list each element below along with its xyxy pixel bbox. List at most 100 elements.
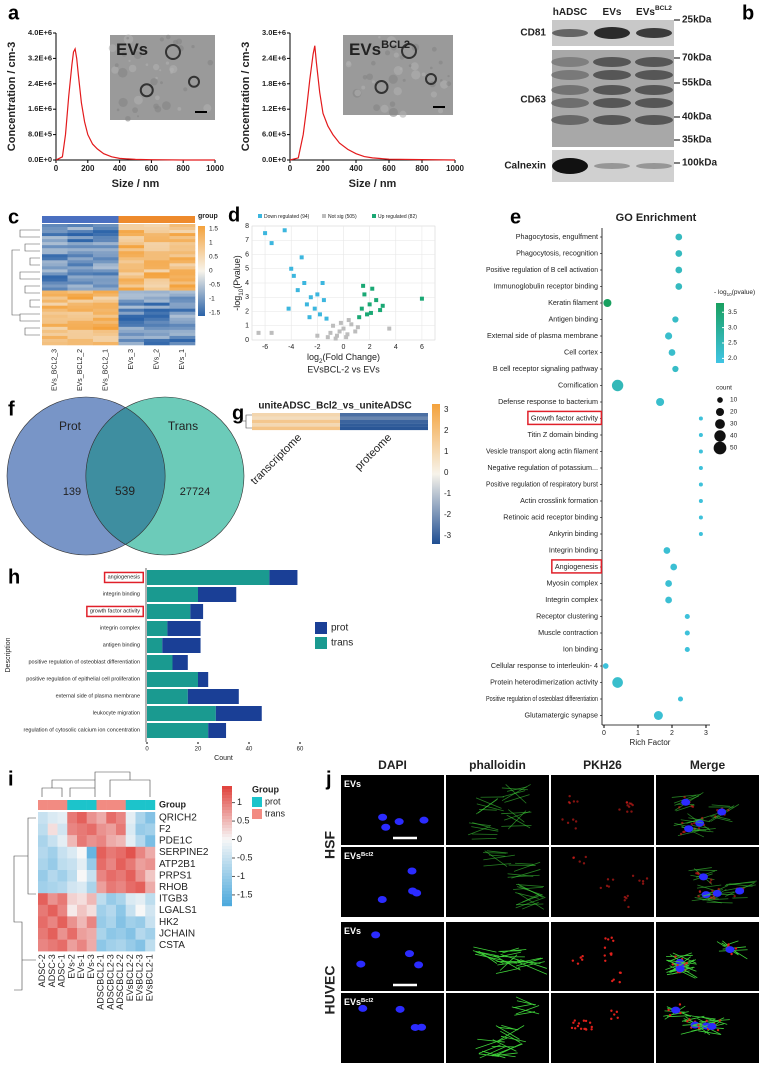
vesicle-signal	[611, 878, 615, 881]
heat-cell	[96, 858, 107, 871]
fiber	[483, 863, 512, 867]
panel-letter: b	[742, 2, 754, 24]
heat-cell	[169, 263, 196, 267]
heat-cell	[93, 230, 119, 234]
bar-segment	[198, 672, 209, 687]
category-label: external side of plasma membrane	[56, 693, 140, 699]
bar-segment	[147, 655, 173, 670]
heat-cell	[67, 893, 78, 905]
category-label: Defense response to bacterium	[498, 397, 598, 406]
fiber	[688, 867, 712, 872]
image-texture	[384, 50, 391, 56]
vesicle-signal	[714, 815, 717, 818]
fiber	[478, 1053, 500, 1057]
heat-cell	[169, 266, 196, 270]
colorbar-step	[222, 789, 232, 793]
heat-cell	[57, 870, 68, 882]
nucleus	[414, 961, 424, 969]
bar-segment	[162, 638, 201, 653]
heat-cell	[169, 311, 196, 316]
vesicle	[425, 73, 437, 85]
heat-cell	[169, 317, 196, 322]
point	[269, 241, 274, 246]
image-texture	[447, 75, 450, 78]
heat-cell	[42, 317, 68, 322]
image-texture	[152, 63, 160, 71]
point	[263, 231, 268, 236]
vesicle-signal	[610, 1009, 613, 1012]
bar-segment	[147, 570, 270, 585]
bar-segment	[147, 723, 209, 738]
heat-cell	[96, 939, 107, 952]
y-tick-label: 1.8E+6	[262, 79, 286, 88]
heat-cell	[42, 299, 68, 303]
heat-cell	[38, 823, 48, 836]
heat-cell	[145, 904, 156, 917]
heat-cell	[67, 230, 94, 234]
heat-cell	[57, 928, 68, 940]
point	[344, 335, 349, 340]
heat-cell	[144, 314, 170, 319]
heat-cell	[57, 939, 68, 952]
colorbar	[432, 404, 440, 544]
vesicle-signal	[577, 1022, 581, 1025]
colorbar-step	[222, 798, 232, 802]
highlight-box	[103, 571, 144, 584]
dendrogram	[13, 817, 36, 991]
nucleus	[407, 867, 417, 875]
vesicle-signal	[574, 820, 578, 823]
heat-cell	[42, 284, 68, 288]
category-label: Receptor clustering	[536, 611, 598, 620]
group-cell	[38, 800, 48, 810]
image-texture	[440, 80, 449, 89]
heat-cell	[106, 812, 117, 824]
image-texture	[390, 44, 397, 51]
heat-cell	[93, 245, 119, 249]
heat-cell	[145, 858, 156, 871]
category-label: regulation of cytosolic calcium ion conc…	[24, 727, 140, 733]
heat-cell	[38, 893, 48, 905]
vesicle-signal	[727, 809, 730, 812]
colorbar-label: -3	[444, 531, 452, 540]
micrograph-bg	[551, 922, 654, 991]
dot	[672, 316, 679, 323]
colorbar-step	[222, 858, 232, 862]
heat-cell	[145, 846, 156, 859]
vesicle-signal	[606, 938, 610, 941]
image-texture	[159, 69, 162, 72]
heat-cell	[116, 928, 126, 940]
heat-cell	[93, 233, 119, 237]
heat-cell	[116, 939, 126, 952]
x-tick-label: 0	[342, 344, 346, 351]
group-bar	[118, 216, 195, 223]
heat-cell	[42, 314, 68, 319]
nucleus	[371, 931, 381, 939]
fiber	[502, 790, 526, 798]
heat-cell	[93, 320, 119, 325]
size-key	[714, 430, 726, 442]
x-tick-label: -6	[262, 344, 268, 351]
row-label: JCHAIN	[159, 928, 195, 939]
image-texture	[411, 70, 421, 80]
vesicle-signal	[709, 881, 712, 884]
heat-cell	[93, 305, 119, 309]
vesicle-signal	[734, 947, 738, 950]
column-label: ADSCBCL2-2	[115, 954, 125, 1010]
heat-cell	[144, 299, 170, 303]
vesicle-signal	[611, 979, 614, 983]
vesicle-signal	[678, 1003, 682, 1006]
heat-cell	[42, 236, 68, 240]
category-label: Integrin complex	[545, 595, 598, 604]
heat-cell	[67, 275, 94, 279]
heat-cell	[96, 812, 107, 824]
column-label: EVs_1	[179, 349, 186, 370]
bar-segment	[147, 706, 216, 721]
vesicle-signal	[697, 895, 700, 898]
heat-cell	[144, 287, 170, 291]
fiber	[475, 953, 501, 961]
x-tick-label: 600	[145, 164, 159, 173]
fiber	[498, 951, 521, 958]
nucleus	[395, 1005, 405, 1013]
colorbar-step	[222, 903, 232, 907]
heat-cell	[38, 916, 48, 929]
